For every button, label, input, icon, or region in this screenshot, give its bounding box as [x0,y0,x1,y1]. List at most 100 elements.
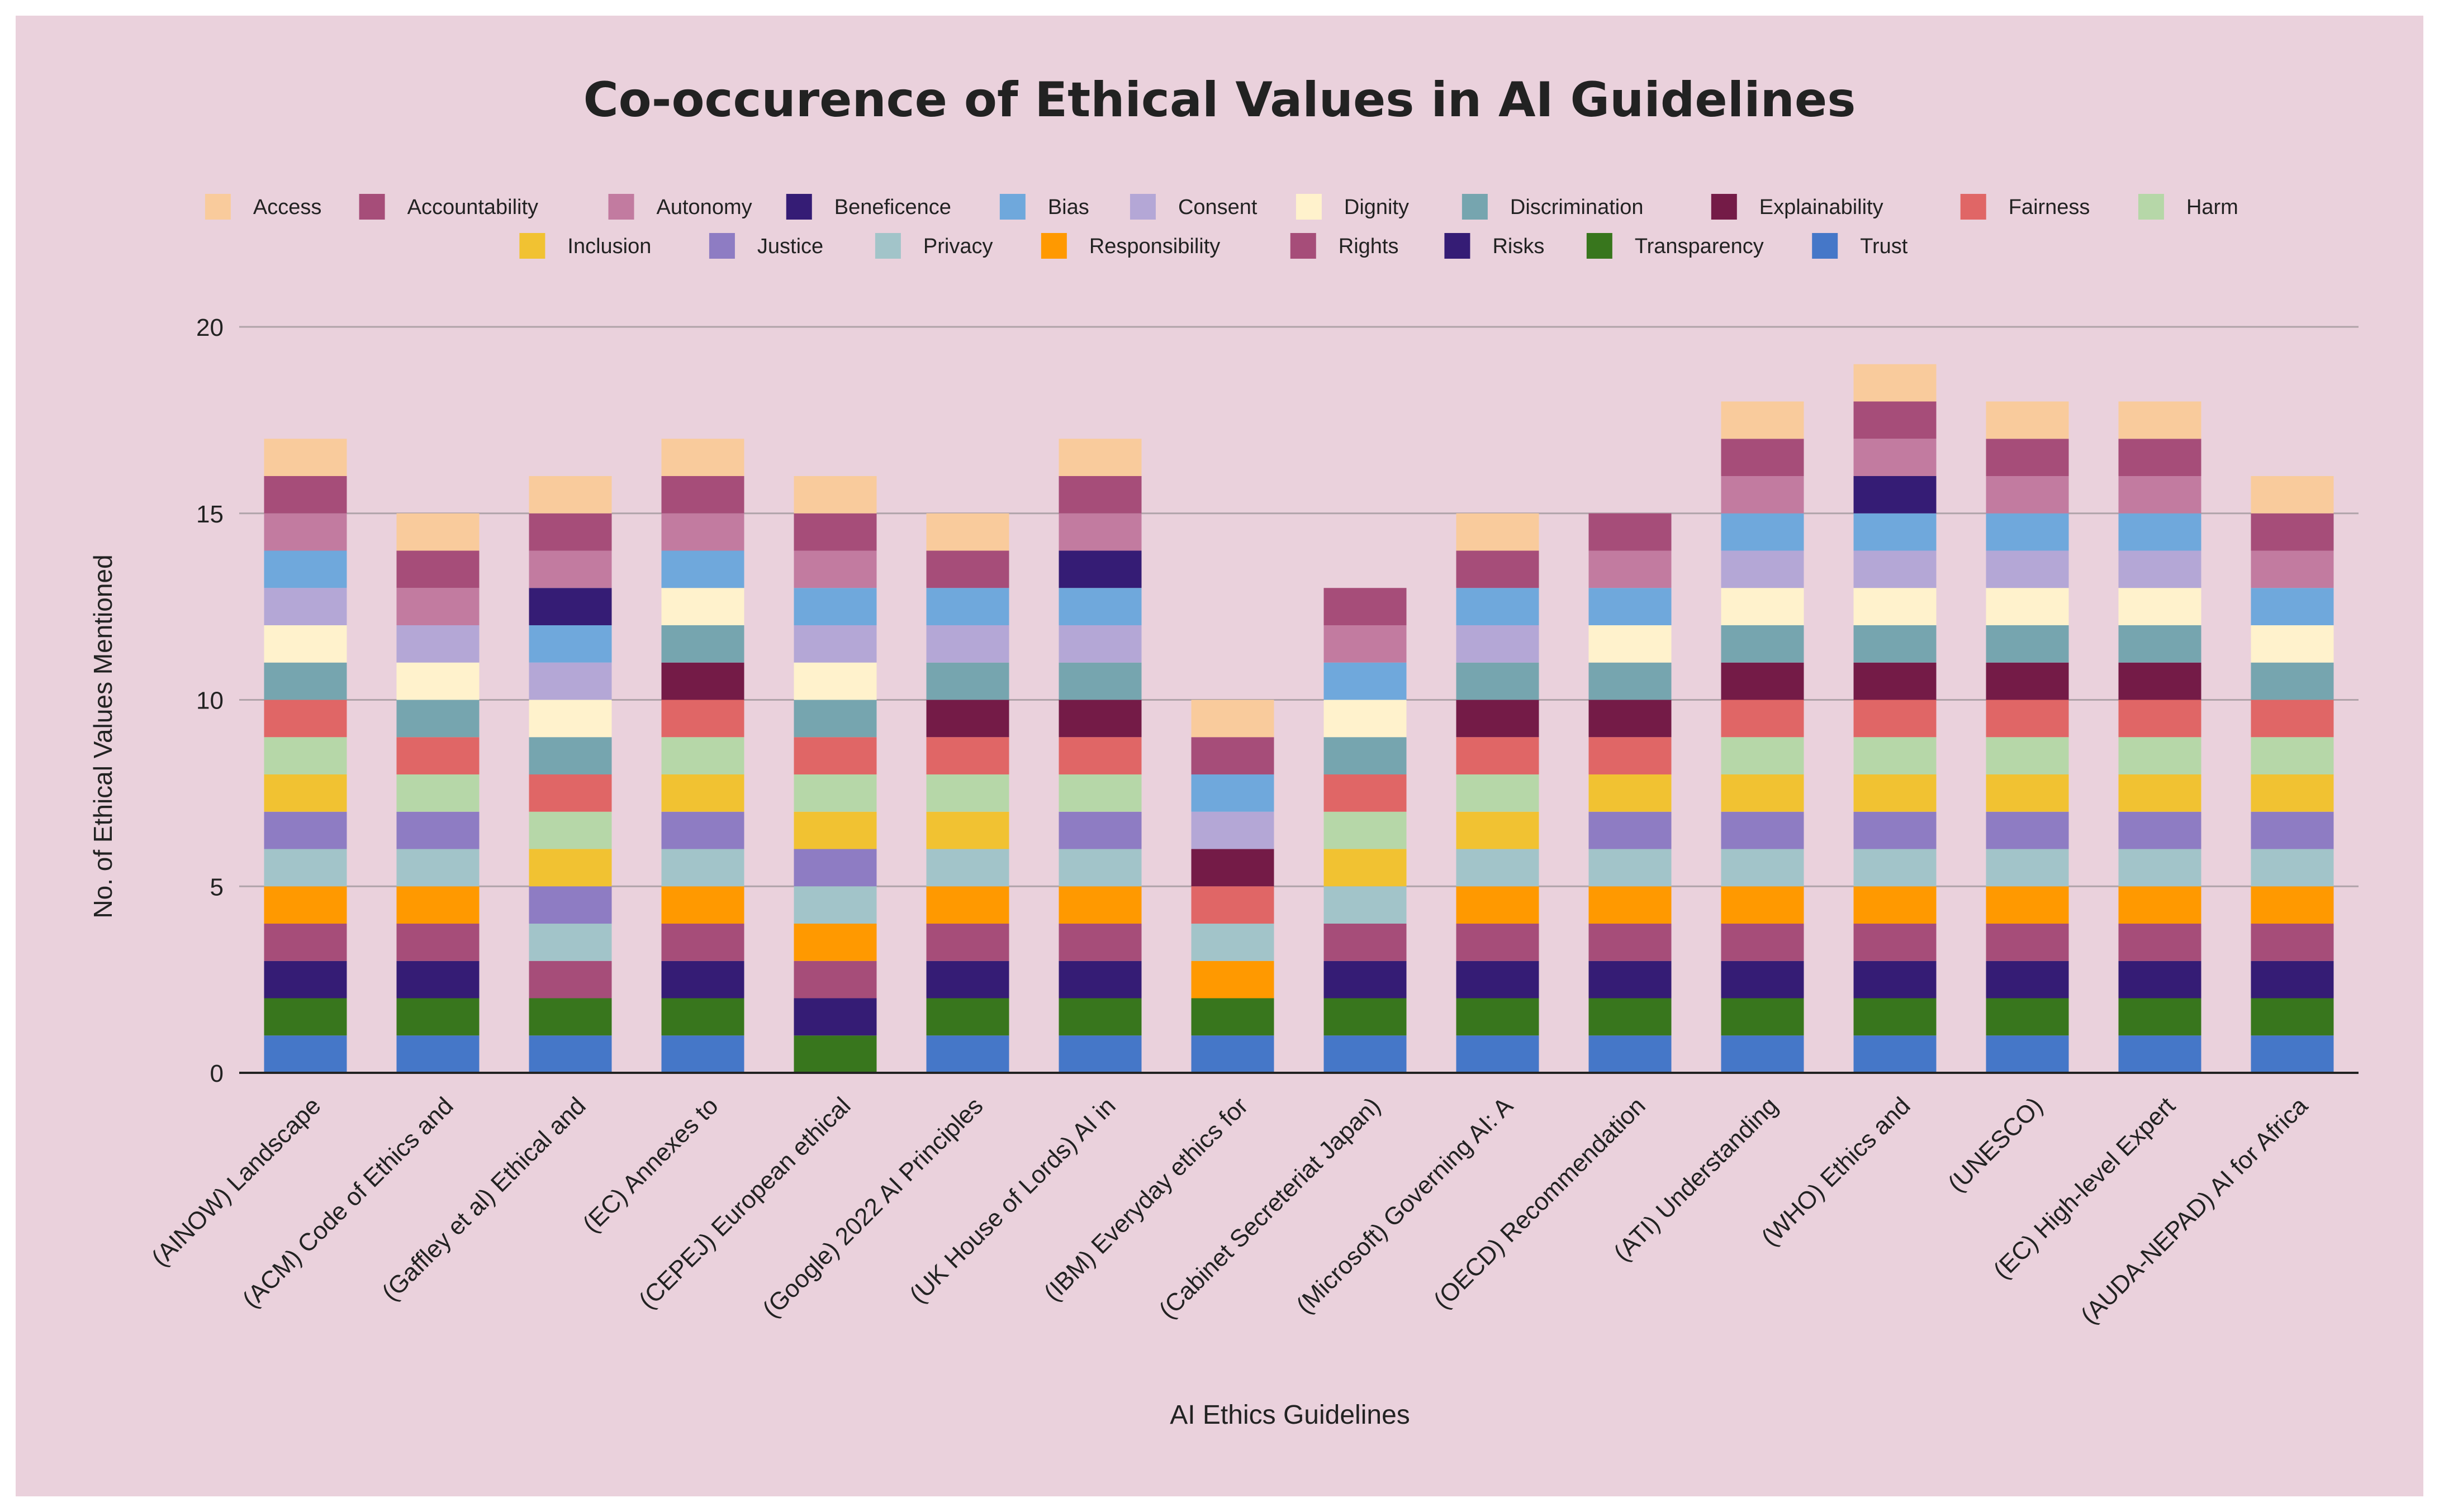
bar-segment-harm [1986,737,2069,774]
x-tick-label: (OECD) Recommendation [1429,1092,1651,1314]
bar-segment-risks [2251,961,2334,999]
bar-segment-transparency [661,998,744,1036]
legend-swatch-transparency [1586,233,1612,259]
x-axis-ticks: (AINOW) Landscape(ACM) Code of Ethics an… [146,1092,2313,1329]
legend-swatch-consent [1130,194,1156,220]
bar-segment-justice [1059,811,1142,849]
bar-segment-privacy [926,849,1009,887]
y-tick-label: 0 [210,1060,224,1087]
bar-segment-access [1986,401,2069,439]
bar-segment-trust [1323,1035,1407,1073]
legend-label-inclusion: Inclusion [567,235,651,258]
bar-segment-justice [1986,811,2069,849]
chart-title: Co-occurence of Ethical Values in AI Gui… [583,72,1856,128]
bar-segment-autonomy [1588,550,1672,588]
bar-segment-responsibility [1191,961,1274,999]
bar-segment-explainability [1456,700,1539,738]
bar-segment-responsibility [661,886,744,924]
bar-segment-inclusion [926,811,1009,849]
legend-swatch-autonomy [608,194,634,220]
bar-segment-harm [264,737,347,774]
bar-segment-harm [1323,811,1407,849]
bar-segment-justice [2251,811,2334,849]
bar-segment-access [1721,401,1804,439]
bar-segment-responsibility [264,886,347,924]
bar-segment-harm [661,737,744,774]
bar-segment-trust [1853,1035,1937,1073]
bar-segment-trust [264,1035,347,1073]
bar-segment-rights [794,961,877,999]
bar-segment-privacy [1853,849,1937,887]
bar-segment-inclusion [264,774,347,812]
legend-swatch-bias [999,194,1026,220]
bar-segment-fairness [2251,700,2334,738]
bar-segment-accountability [1323,588,1407,625]
bar-segment-rights [1721,924,1804,961]
legend-swatch-discrimination [1461,194,1488,220]
bar-segment-trust [1721,1035,1804,1073]
bar-segment-risks [661,961,744,999]
bar-segment-bias [2251,588,2334,625]
bar-segment-trust [529,1035,612,1073]
bar-segment-dignity [661,588,744,625]
bar-segment-harm [1721,737,1804,774]
bar-segment-rights [1588,924,1672,961]
bar-segment-transparency [2251,998,2334,1036]
bar-segment-accountability [529,513,612,551]
bar-segment-bias [264,550,347,588]
bar-segment-accountability [1456,550,1539,588]
legend-label-rights: Rights [1339,235,1399,258]
bar-segment-rights [661,924,744,961]
bar-segment-harm [1456,774,1539,812]
legend-swatch-responsibility [1041,233,1067,259]
legend-swatch-fairness [1960,194,1986,220]
legend-label-bias: Bias [1048,196,1089,219]
chart-card: Co-occurence of Ethical Values in AI Gui… [16,16,2423,1496]
bar-segment-autonomy [1059,513,1142,551]
legend-label-harm: Harm [2186,196,2238,219]
bar-segment-consent [396,625,480,663]
bar-segment-autonomy [396,588,480,625]
bar-segment-fairness [1059,737,1142,774]
bar-segment-rights [529,961,612,999]
bar-segment-beneficence [529,588,612,625]
bar-segment-trust [1588,1035,1672,1073]
bar-segment-consent [1191,811,1274,849]
legend-label-trust: Trust [1860,235,1908,258]
legend-swatch-explainability [1711,194,1737,220]
bar-segment-accountability [794,513,877,551]
bar-segment-accountability [264,476,347,513]
bar-segment-accountability [2118,439,2201,476]
x-tick-label: (WHO) Ethics and [1756,1092,1915,1251]
bar-segment-discrimination [1323,737,1407,774]
bar-segment-accountability [1588,513,1672,551]
legend-label-justice: Justice [757,235,823,258]
bar-segment-responsibility [1588,886,1672,924]
bar-segment-consent [1456,625,1539,663]
bar-segment-autonomy [529,550,612,588]
legend-label-explainability: Explainability [1759,196,1883,219]
bar-segment-privacy [264,849,347,887]
bar-segment-accountability [661,476,744,513]
bar-segment-justice [1588,811,1672,849]
bar-segment-dignity [1986,588,2069,625]
bar-segment-justice [2118,811,2201,849]
bar-segment-rights [396,924,480,961]
x-tick-label: (Microsoft) Governing AI: A [1291,1092,1519,1319]
legend: Access Accountability Autonomy Beneficence B… [205,194,2238,259]
bar-segment-bias [926,588,1009,625]
bar-segment-discrimination [1456,662,1539,700]
bar-segment-rights [1323,924,1407,961]
bar-segment-privacy [1323,886,1407,924]
legend-label-beneficence: Beneficence [834,196,951,219]
bar-segment-consent [1059,625,1142,663]
bar-segment-risks [1456,961,1539,999]
bar-segment-responsibility [396,886,480,924]
bar-segment-inclusion [1588,774,1672,812]
legend-label-discrimination: Discrimination [1510,196,1644,219]
bar-segment-privacy [2118,849,2201,887]
bar-segment-accountability [926,550,1009,588]
bar-segment-rights [2118,924,2201,961]
bar-segment-risks [264,961,347,999]
bar-segment-fairness [264,700,347,738]
